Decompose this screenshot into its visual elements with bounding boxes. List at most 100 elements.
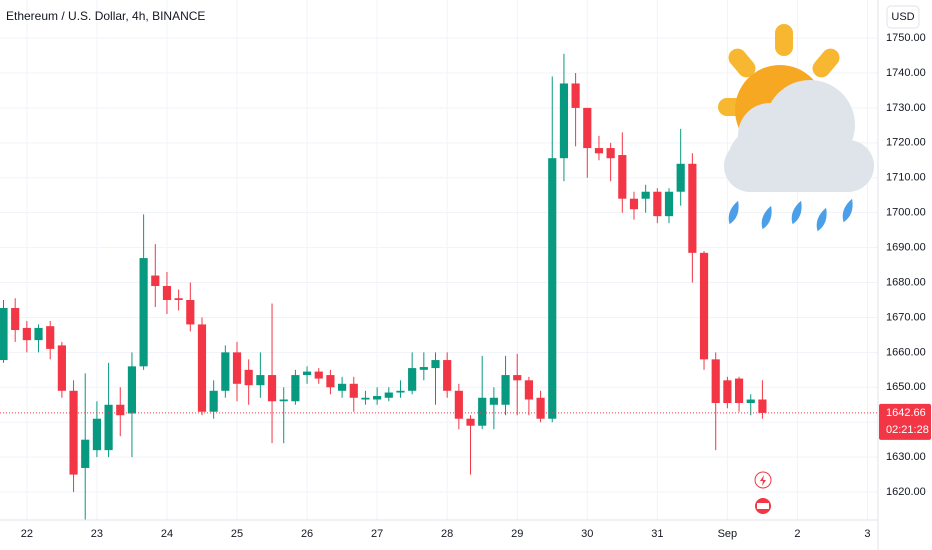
candle-body (232, 352, 242, 384)
y-tick-label: 1710.00 (886, 172, 926, 184)
candle-body (629, 198, 639, 210)
candle-body (11, 308, 20, 331)
candle-body (641, 191, 650, 199)
candle-body (197, 324, 207, 412)
y-tick-label: 1740.00 (886, 67, 926, 79)
candle-body (267, 375, 277, 402)
x-tick-label: 3 (864, 528, 870, 540)
candle-body (548, 158, 557, 419)
candle-body (536, 397, 545, 419)
candle-body (361, 397, 370, 400)
y-tick-label: 1750.00 (886, 32, 926, 44)
x-tick-label: 23 (91, 528, 103, 540)
candle-body (116, 404, 125, 416)
candle-body (676, 163, 685, 192)
candle-body (431, 360, 440, 369)
candle-body (723, 380, 732, 404)
y-tick-label: 1620.00 (886, 486, 926, 498)
x-tick-label: 29 (511, 528, 523, 540)
candle-body (57, 345, 66, 391)
candle-body (466, 418, 475, 426)
candle-body (653, 191, 662, 217)
candle-body (711, 359, 720, 404)
countdown-label: 02:21:28 (886, 424, 929, 436)
candle-body (338, 383, 347, 391)
candle-body (513, 375, 522, 381)
candle-body (81, 439, 90, 468)
candle-body (408, 368, 417, 391)
candle-body (349, 383, 358, 398)
y-tick-label: 1690.00 (886, 242, 926, 254)
event-icons (754, 471, 772, 514)
currency: USD (891, 11, 914, 23)
candle-body (0, 308, 8, 361)
candle-body (314, 371, 323, 379)
x-tick-label: Sep (718, 528, 738, 540)
y-tick-label: 1660.00 (886, 346, 926, 358)
candle-body (454, 390, 463, 419)
candle-body (583, 107, 592, 149)
candle-body (478, 397, 487, 426)
candle-body (501, 375, 510, 405)
candle-body (162, 286, 172, 300)
candle-body (524, 380, 533, 400)
candle-body (664, 191, 674, 217)
last-price-label: 1642.66 (886, 407, 926, 419)
candle-body (46, 326, 55, 349)
candle-body (34, 327, 43, 341)
x-tick-label: 26 (301, 528, 313, 540)
candle-body (594, 148, 604, 154)
candle-body (618, 155, 627, 199)
candle-body (279, 399, 288, 402)
candle-body (186, 299, 195, 325)
candle-body (127, 366, 137, 414)
x-tick-label: 22 (21, 528, 33, 540)
candle-body (256, 375, 265, 386)
candle-body (758, 399, 767, 413)
x-tick-label: 28 (441, 528, 453, 540)
x-tick-label: 30 (581, 528, 593, 540)
candle-body (419, 367, 428, 370)
candle-body (489, 397, 498, 405)
weather-icon (718, 24, 874, 232)
candle-body (699, 252, 709, 360)
last-price-box (879, 403, 931, 440)
y-tick-label: 1720.00 (886, 137, 926, 149)
candle-body (174, 298, 183, 300)
x-tick-label: 25 (231, 528, 243, 540)
candle-body (571, 83, 580, 108)
candle-body (151, 275, 160, 287)
y-tick-label: 1670.00 (886, 311, 926, 323)
y-tick-label: 1730.00 (886, 102, 926, 114)
candle-body (104, 404, 113, 451)
y-tick-label: 1680.00 (886, 276, 926, 288)
candle-body (221, 352, 230, 391)
candle-body (69, 390, 78, 475)
candle-body (746, 399, 755, 404)
candle-body (22, 327, 31, 341)
candle-body (92, 418, 101, 451)
y-tick-label: 1630.00 (886, 451, 926, 463)
candle-body (209, 390, 218, 412)
candle-body (384, 392, 393, 398)
candle-body (291, 375, 300, 402)
y-tick-label: 1650.00 (886, 381, 926, 393)
x-tick-label: 27 (371, 528, 383, 540)
y-tick-label: 1700.00 (886, 207, 926, 219)
x-tick-label: 24 (161, 528, 173, 540)
grid (0, 0, 878, 520)
candle-body (734, 378, 744, 404)
candle-body (373, 396, 382, 400)
currency-button[interactable] (886, 5, 920, 29)
candles (0, 53, 767, 520)
chart-title: Ethereum / U.S. Dollar, 4h, BINANCE (6, 9, 205, 23)
candle-body (326, 375, 335, 388)
candle-body (302, 371, 312, 376)
candle-body (396, 390, 405, 393)
x-tick-label: 31 (651, 528, 663, 540)
candle-body (606, 148, 615, 159)
candle-body (688, 163, 697, 253)
candle-body (139, 258, 148, 367)
candle-body (244, 369, 253, 386)
